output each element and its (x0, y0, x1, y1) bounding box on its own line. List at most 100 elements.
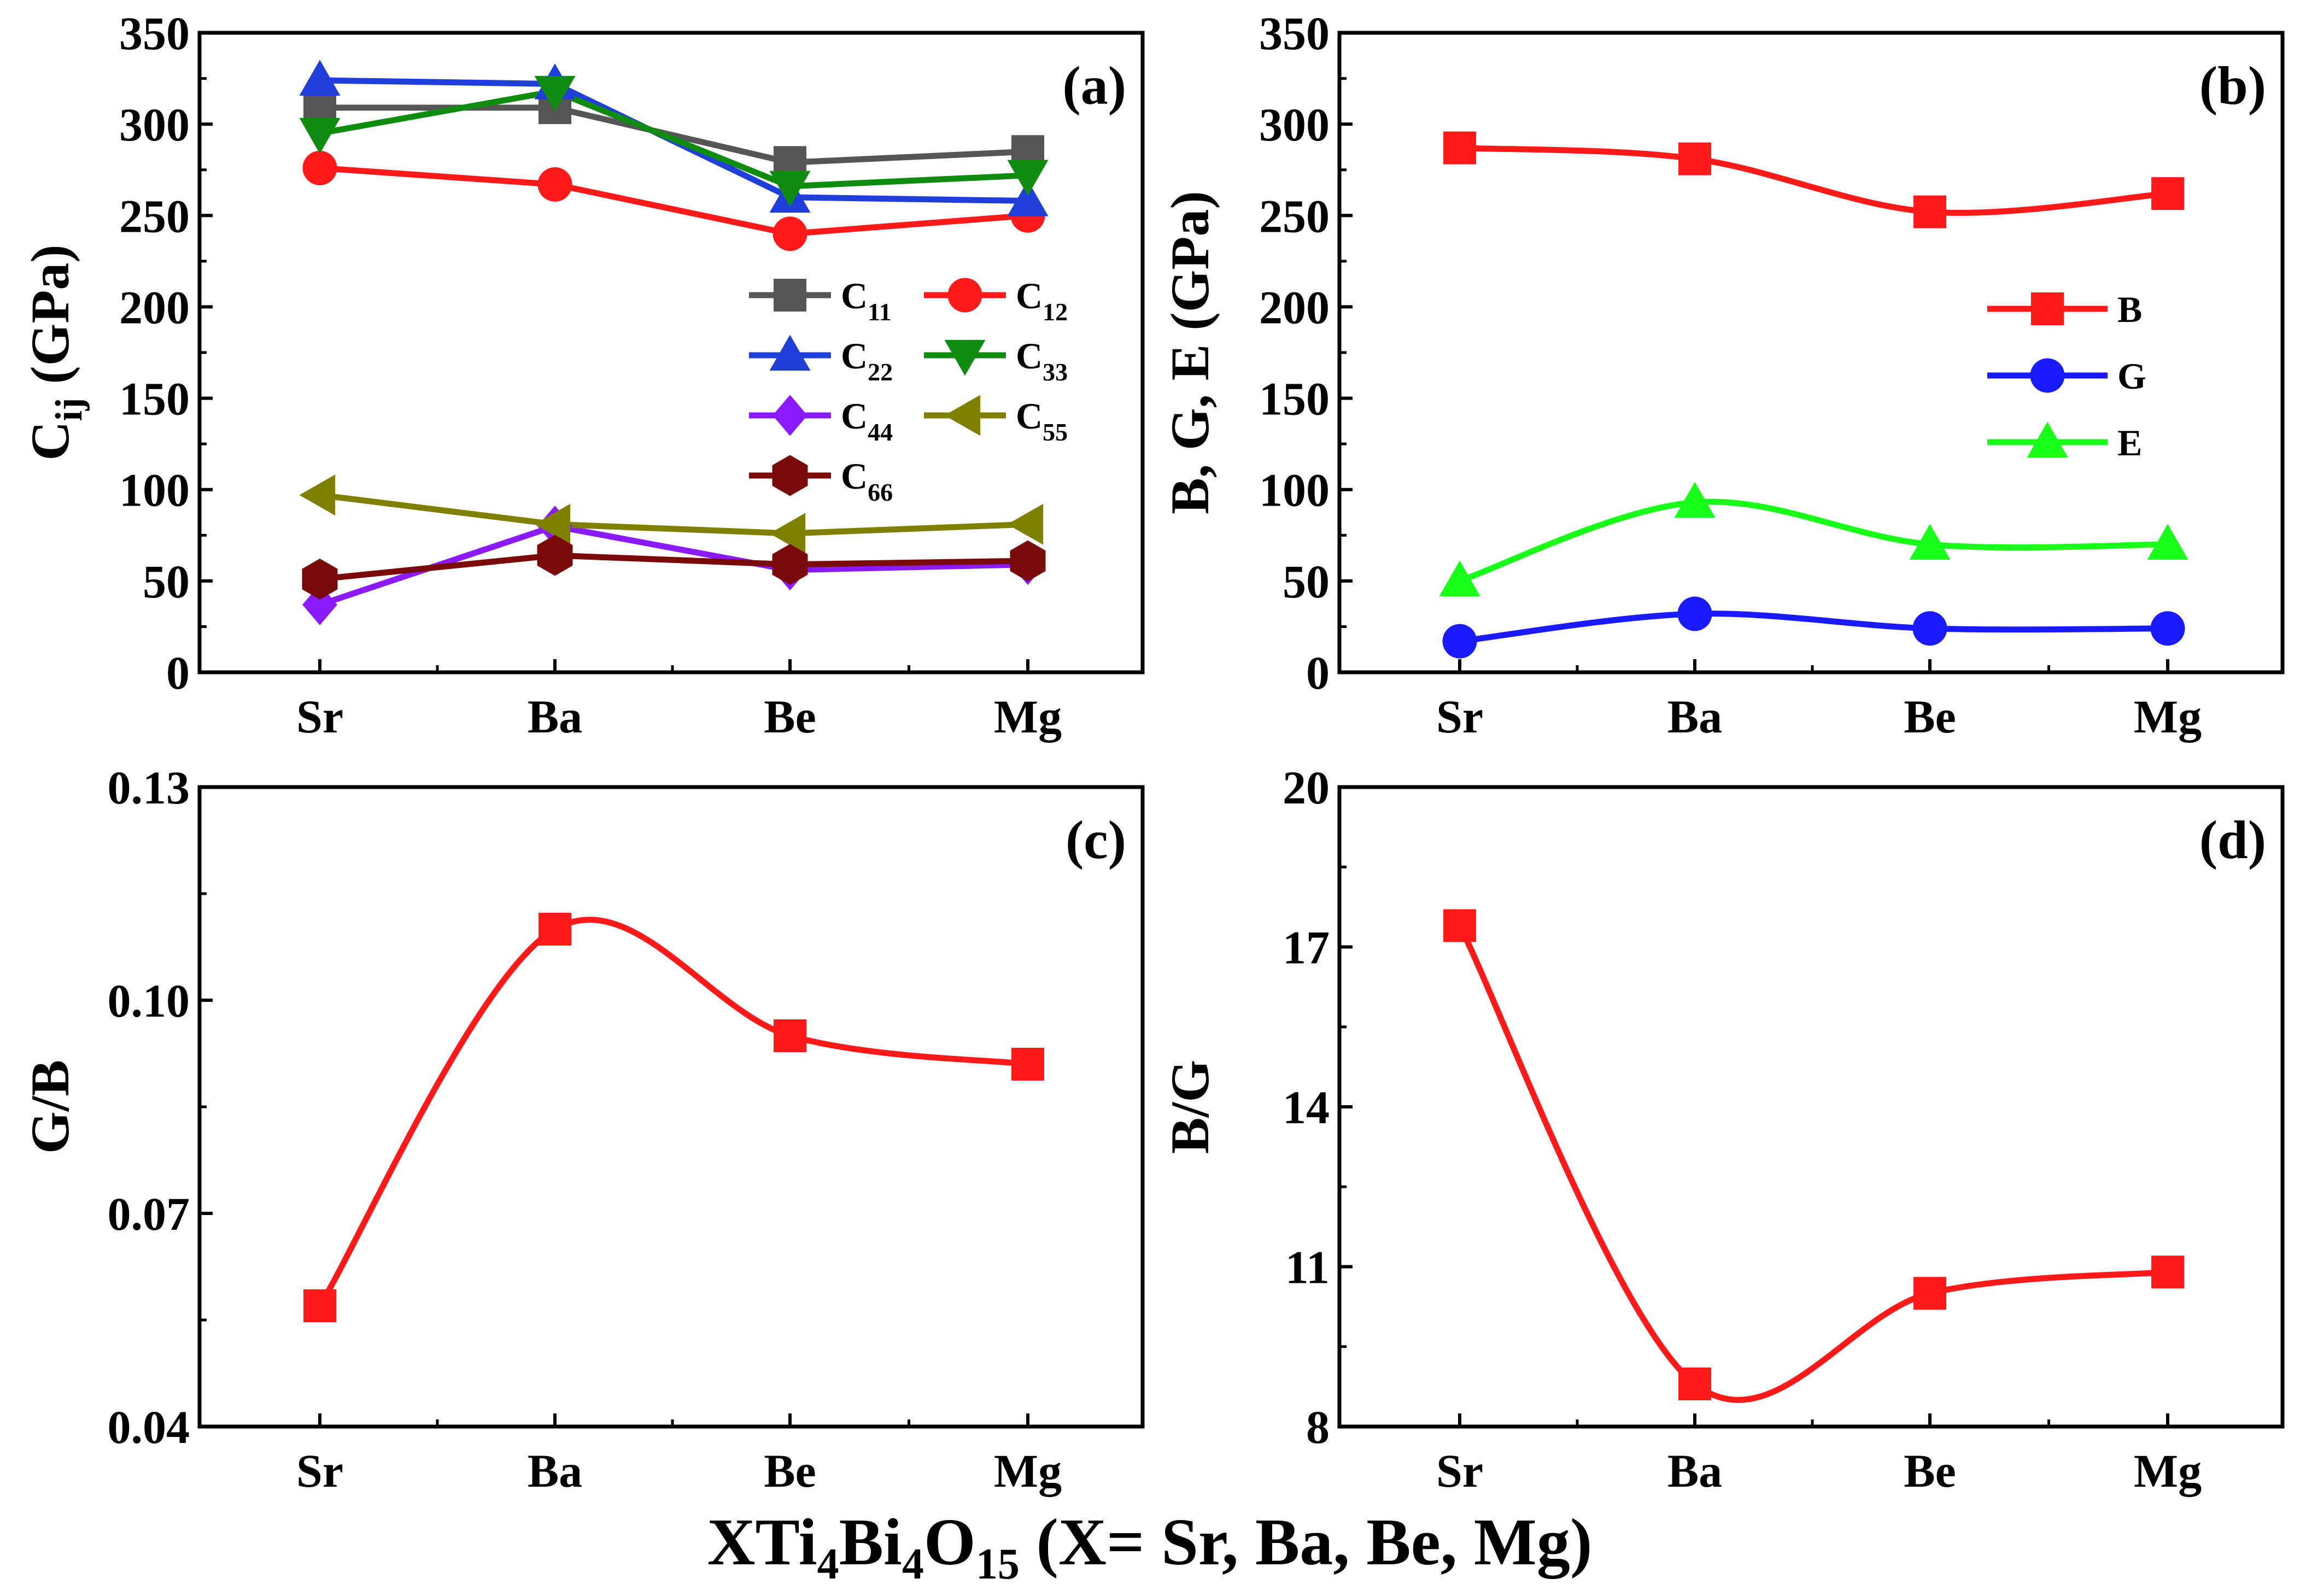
data-point-C12 (537, 167, 572, 202)
y-tick-label: 350 (1259, 7, 1330, 60)
legend-marker-C22 (769, 335, 811, 371)
x-tick-label: Mg (2134, 1445, 2202, 1497)
y-axis-label: B/G (1160, 1060, 1220, 1154)
data-point-G/B (303, 1289, 336, 1322)
x-tick-label: Be (1904, 1445, 1956, 1497)
data-point-G/B (1011, 1048, 1044, 1081)
series-line-C11 (320, 104, 1028, 166)
legend-marker-C33 (944, 339, 986, 376)
legend-label-C66: C66 (841, 455, 893, 506)
y-tick-label: 200 (1259, 281, 1330, 333)
y-tick-label: 0.04 (108, 1401, 190, 1453)
data-point-C55 (534, 503, 571, 545)
legend-label-C55: C55 (1016, 395, 1068, 446)
data-point-C33 (769, 171, 811, 207)
series-line-G/B (317, 917, 1028, 1307)
x-tick-label: Mg (994, 690, 1062, 743)
series-line-B (1459, 145, 2168, 216)
legend-label-C11: C11 (841, 275, 892, 326)
y-tick-label: 50 (143, 555, 190, 608)
y-tick-label: 150 (1259, 373, 1330, 425)
legend-label-E: E (2117, 422, 2142, 463)
y-tick-label: 300 (1259, 98, 1330, 151)
x-tick-label: Ba (528, 1445, 582, 1497)
y-tick-label: 50 (1283, 555, 1330, 608)
legend-marker-C44 (772, 395, 807, 436)
y-tick-label: 20 (1283, 761, 1330, 814)
data-point-C22 (299, 60, 341, 96)
y-axis-label: B, G, E (GPa) (1160, 191, 1220, 514)
y-tick-label: 300 (119, 98, 190, 151)
data-point-B/G (2151, 1255, 2184, 1289)
data-point-B (1913, 195, 1946, 228)
series-line-C33 (319, 88, 1028, 190)
y-tick-label: 150 (119, 373, 190, 425)
data-point-E (1909, 524, 1951, 560)
series-line-C12 (319, 165, 1028, 237)
x-axis-title: XTi4Bi4O15 (X= Sr, Ba, Be, Mg) (707, 1505, 1592, 1588)
y-axis-label: Cij (GPa) (20, 244, 90, 460)
legend-label-G: G (2117, 355, 2146, 397)
data-point-G (1677, 596, 1712, 631)
panel-label: (a) (1062, 55, 1126, 116)
data-point-B (1443, 131, 1476, 165)
y-tick-label: 350 (119, 7, 190, 60)
data-point-C66 (1010, 540, 1046, 582)
x-tick-label: Ba (1667, 690, 1722, 743)
y-tick-label: 8 (1306, 1401, 1330, 1453)
y-tick-label: 250 (1259, 190, 1330, 242)
data-point-E (1674, 482, 1716, 518)
x-tick-label: Ba (528, 690, 582, 743)
x-tick-label: Sr (296, 690, 343, 743)
series-line-G (1459, 611, 2168, 644)
x-tick-label: Sr (1436, 690, 1483, 743)
data-point-B/G (1913, 1277, 1946, 1310)
data-point-G (1442, 624, 1477, 659)
x-tick-label: Mg (2134, 690, 2202, 743)
legend-label-C22: C22 (841, 335, 893, 386)
data-point-E (2147, 524, 2188, 560)
data-point-G/B (774, 1019, 806, 1052)
panel-label: (b) (2199, 55, 2266, 116)
y-tick-label: 0.13 (108, 761, 190, 814)
legend-marker-B (2031, 292, 2064, 325)
chart-panel-d: 8 11 14 17 20 Sr Ba Be Mg B/G (d) (1160, 761, 2285, 1497)
legend-marker-C66 (772, 455, 808, 496)
panel-label: (c) (1066, 809, 1126, 870)
chart-panel-b: 0 50 100 150 200 250 300 350 Sr Ba Be Mg B, G, E (GP… (1160, 7, 2285, 743)
x-tick-label: Be (764, 1445, 816, 1497)
data-point-G (2150, 611, 2185, 646)
series-line-B/G (1457, 924, 2168, 1403)
x-tick-label: Sr (1436, 1445, 1483, 1497)
x-tick-label: Be (764, 690, 816, 743)
data-point-G/B (539, 913, 571, 946)
plot-frame (1337, 785, 2285, 1429)
y-tick-label: 200 (119, 281, 190, 333)
data-point-B (1678, 142, 1711, 175)
chart-panel-c: 0.04 0.07 0.10 0.13 Sr Ba Be Mg G/B (c) (20, 761, 1145, 1497)
y-tick-label: 17 (1283, 922, 1330, 974)
data-point-C55 (769, 513, 806, 554)
legend-marker-C55 (944, 395, 981, 436)
legend-label-C44: C44 (841, 395, 893, 446)
legend-label-C12: C12 (1016, 275, 1068, 326)
data-point-C66 (537, 535, 573, 576)
legend-marker-C11 (774, 279, 806, 312)
data-point-C55 (1007, 503, 1044, 545)
data-point-E (1439, 560, 1480, 596)
y-tick-label: 0 (166, 647, 190, 699)
chart-panel-a: 0 50 100 150 200 250 300 350 Sr Ba Be Mg Cij (GPa) (a… (20, 7, 1145, 743)
y-axis-label: G/B (20, 1060, 80, 1154)
y-tick-label: 100 (119, 464, 190, 517)
series-line-C66 (319, 552, 1028, 582)
data-point-C66 (772, 544, 808, 585)
plot-frame (197, 785, 1145, 1429)
data-point-C33 (534, 75, 576, 112)
data-point-C12 (302, 150, 337, 185)
y-tick-label: 100 (1259, 464, 1330, 517)
y-tick-label: 0.07 (108, 1188, 190, 1240)
y-tick-label: 14 (1283, 1081, 1330, 1134)
legend-marker-G (2030, 358, 2065, 393)
data-point-B/G (1443, 909, 1476, 942)
